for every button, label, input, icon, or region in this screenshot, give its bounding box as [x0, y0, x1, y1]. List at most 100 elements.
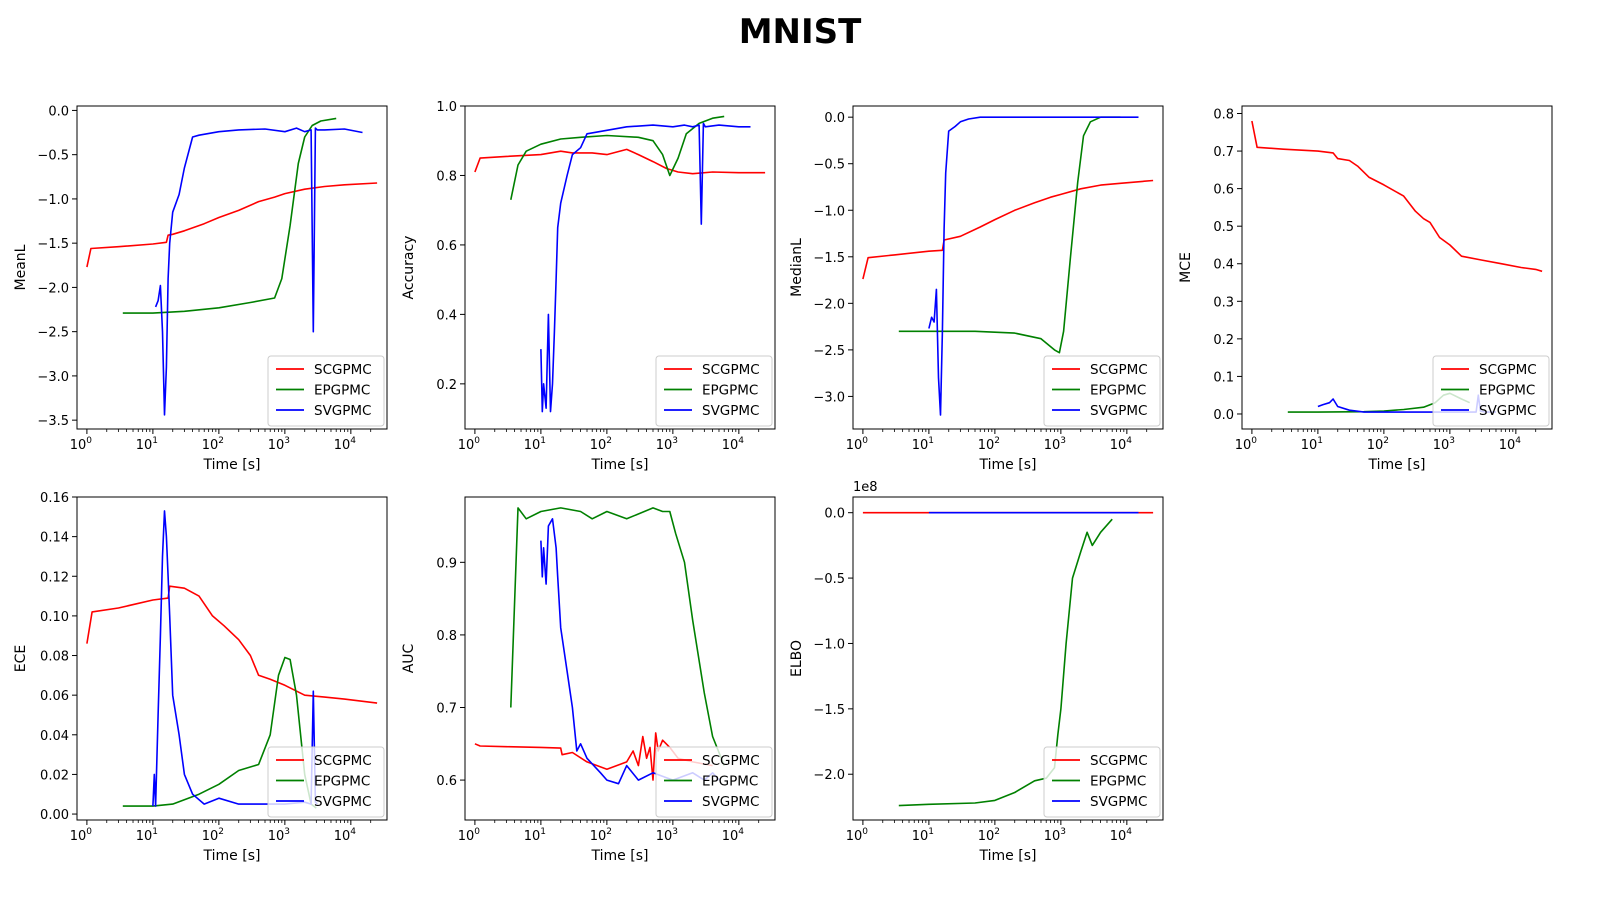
meanl-ytick-label: −1.0 — [37, 193, 69, 208]
meanl-ytick-label: −1.5 — [37, 237, 69, 252]
medianl-xtick-label: 104 — [1110, 436, 1133, 453]
mce-ytick-label: 0.2 — [1213, 333, 1234, 348]
medianl-xtick-label: 102 — [978, 436, 1000, 453]
accuracy-ytick-label: 0.2 — [436, 378, 457, 393]
elbo-legend-entry-epgpmc: EPGPMC — [1090, 774, 1146, 790]
elbo-ytick-label: −0.5 — [813, 572, 845, 587]
auc-xlabel: Time [s] — [591, 848, 649, 864]
accuracy-series-scgpmc — [474, 148, 766, 175]
ece-legend-entry-svgpmc: SVGPMC — [314, 794, 371, 810]
medianl-xtick-label: 100 — [846, 436, 869, 453]
elbo-legend: SCGPMC EPGPMC SVGPMC — [1043, 746, 1161, 818]
auc-xtick-label: 104 — [722, 827, 745, 844]
medianl-xtick-label: 103 — [1044, 436, 1066, 453]
meanl-xtick-label: 103 — [268, 436, 290, 453]
subplot-auc: 100 101 102 103 104 0.9 0.8 0.7 0.6 Time [s] AUC SC… — [401, 496, 776, 864]
elbo-ytick-label: −1.0 — [813, 637, 845, 652]
ece-axes-frame — [76, 496, 388, 821]
elbo-legend-entry-svgpmc: SVGPMC — [1090, 794, 1147, 810]
accuracy-xtick-label: 100 — [458, 436, 481, 453]
elbo-xtick-label: 103 — [1044, 827, 1066, 844]
meanl-ytick-label: −3.0 — [37, 370, 69, 385]
mce-ytick-label: 0.8 — [1213, 108, 1234, 123]
meanl-series-scgpmc — [86, 182, 378, 268]
subplot-elbo: 100 101 102 103 104 0.0 −0.5 −1.0 −1.5 −2.0 Time [… — [789, 480, 1164, 864]
mce-ytick-label: 0.0 — [1213, 408, 1234, 423]
accuracy-ytick-label: 0.4 — [436, 308, 457, 323]
mce-axes-frame — [1241, 105, 1553, 430]
accuracy-xtick-label: 102 — [590, 436, 612, 453]
elbo-xtick-label: 100 — [846, 827, 869, 844]
meanl-legend-entry-scgpmc: SCGPMC — [314, 362, 372, 378]
medianl-xtick-label: 101 — [912, 436, 934, 453]
medianl-series-scgpmc — [862, 179, 1154, 280]
medianl-ytick-label: −2.5 — [813, 344, 845, 359]
meanl-axes-frame — [76, 105, 388, 430]
mce-ytick-label: 0.6 — [1213, 183, 1234, 198]
accuracy-legend-entry-epgpmc: EPGPMC — [702, 383, 758, 399]
mce-series-scgpmc — [1251, 120, 1543, 273]
medianl-xlabel: Time [s] — [979, 457, 1037, 473]
mce-legend-entry-epgpmc: EPGPMC — [1479, 383, 1535, 399]
ece-ytick-label: 0.04 — [40, 729, 69, 744]
mce-legend-entry-svgpmc: SVGPMC — [1479, 403, 1536, 419]
mce-xtick-label: 103 — [1433, 436, 1455, 453]
accuracy-series-svgpmc — [540, 122, 751, 413]
elbo-ytick-label: 0.0 — [824, 507, 845, 522]
meanl-ytick-label: −2.5 — [37, 326, 69, 341]
meanl-ytick-label: −3.5 — [37, 414, 69, 429]
meanl-xlabel: Time [s] — [203, 457, 261, 473]
accuracy-xtick-label: 101 — [524, 436, 546, 453]
meanl-xtick-label: 104 — [334, 436, 357, 453]
accuracy-axes-frame — [464, 105, 776, 430]
mce-legend: SCGPMC EPGPMC SVGPMC — [1432, 355, 1550, 427]
ece-ytick-label: 0.08 — [40, 650, 69, 665]
ece-xtick-label: 103 — [268, 827, 290, 844]
mce-xtick-label: 100 — [1235, 436, 1258, 453]
elbo-xlabel: Time [s] — [979, 848, 1037, 864]
auc-ytick-label: 0.7 — [436, 701, 457, 716]
meanl-ylabel: MeanL — [13, 244, 29, 290]
auc-ytick-label: 0.9 — [436, 556, 457, 571]
meanl-xtick-label: 102 — [202, 436, 224, 453]
meanl-ytick-label: −0.5 — [37, 149, 69, 164]
elbo-ylabel: ELBO — [789, 640, 805, 677]
medianl-ytick-label: −2.0 — [813, 297, 845, 312]
subplot-ece: 100 101 102 103 104 0.16 0.14 0.12 0.10 0.08 0.06 0… — [13, 491, 388, 864]
meanl-xtick-label: 100 — [70, 436, 93, 453]
medianl-ytick-label: −3.0 — [813, 390, 845, 405]
medianl-legend-entry-epgpmc: EPGPMC — [1090, 383, 1146, 399]
ece-legend: SCGPMC EPGPMC SVGPMC — [267, 746, 385, 818]
ece-xtick-label: 104 — [334, 827, 357, 844]
ece-xtick-label: 100 — [70, 827, 93, 844]
accuracy-series-epgpmc — [510, 115, 725, 200]
medianl-ytick-label: −1.0 — [813, 204, 845, 219]
mce-ytick-label: 0.4 — [1213, 258, 1234, 273]
ece-ytick-label: 0.14 — [40, 531, 69, 546]
elbo-xtick-label: 101 — [912, 827, 934, 844]
auc-legend-entry-scgpmc: SCGPMC — [702, 753, 760, 769]
elbo-xtick-label: 102 — [978, 827, 1000, 844]
ece-ylabel: ECE — [13, 645, 29, 672]
medianl-legend: SCGPMC EPGPMC SVGPMC — [1043, 355, 1161, 427]
mce-xtick-label: 101 — [1301, 436, 1323, 453]
elbo-ytick-label: −1.5 — [813, 703, 845, 718]
auc-legend: SCGPMC EPGPMC SVGPMC — [655, 746, 773, 818]
meanl-ytick-label: −2.0 — [37, 281, 69, 296]
mce-xtick-label: 104 — [1499, 436, 1522, 453]
auc-legend-entry-epgpmc: EPGPMC — [702, 774, 758, 790]
ece-xtick-label: 102 — [202, 827, 224, 844]
medianl-legend-entry-svgpmc: SVGPMC — [1090, 403, 1147, 419]
auc-ylabel: AUC — [401, 643, 417, 673]
auc-series-scgpmc — [474, 732, 713, 781]
ece-ytick-label: 0.10 — [40, 610, 69, 625]
ece-xtick-label: 101 — [136, 827, 158, 844]
subplot-meanl: 100 101 102 103 104 0.0 −0.5 −1.0 −1.5 −2.0 −2.5 −3… — [13, 104, 388, 473]
medianl-axes-frame — [852, 105, 1164, 430]
auc-xtick-label: 102 — [590, 827, 612, 844]
mce-xtick-label: 102 — [1367, 436, 1389, 453]
auc-ytick-label: 0.8 — [436, 629, 457, 644]
medianl-ytick-label: −0.5 — [813, 158, 845, 173]
medianl-series-epgpmc — [898, 116, 1121, 354]
ece-xlabel: Time [s] — [203, 848, 261, 864]
